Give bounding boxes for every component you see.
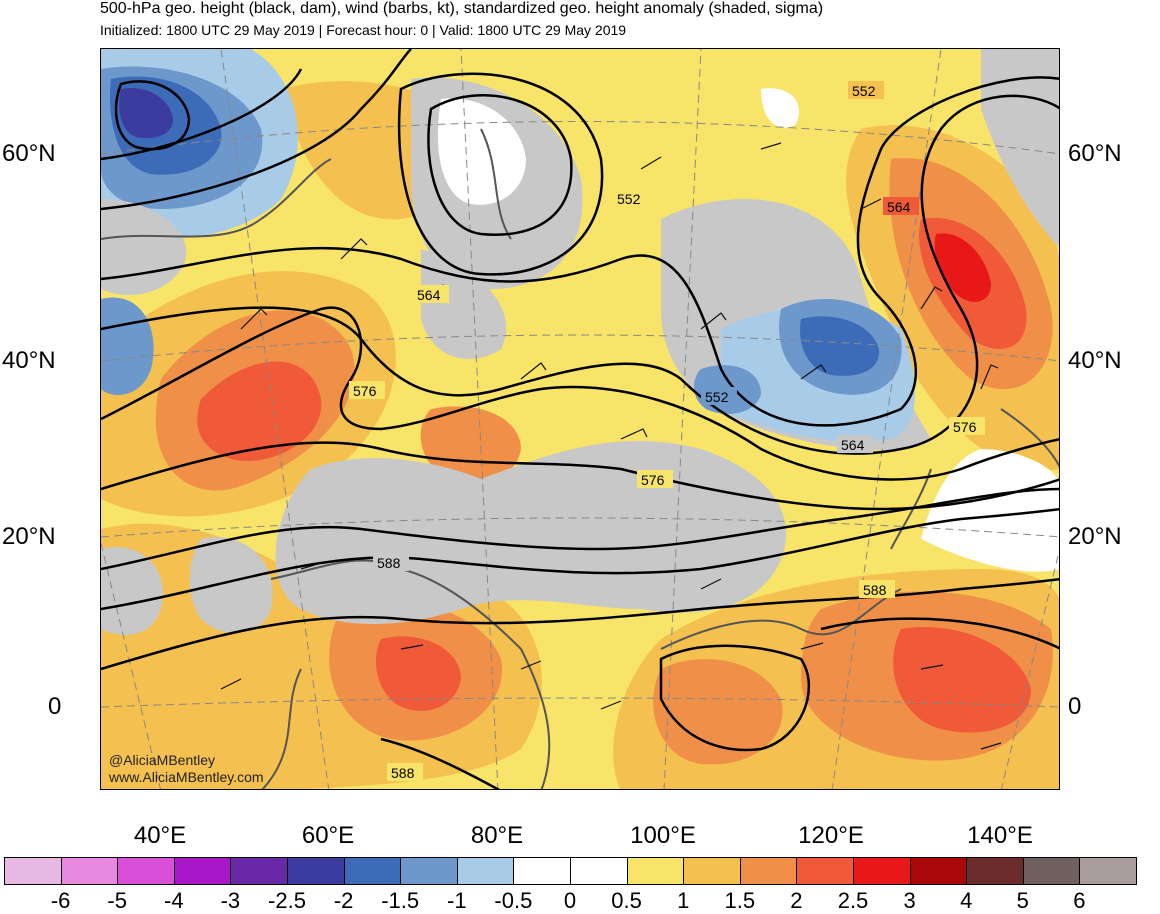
lat-label-right: 0 xyxy=(1068,693,1082,720)
contour-label: 552 xyxy=(617,191,641,207)
colorbar-swatch xyxy=(796,857,854,885)
chart-subtitle: Initialized: 1800 UTC 29 May 2019 | Fore… xyxy=(100,22,627,38)
contour-label: 564 xyxy=(841,437,865,453)
lat-label-left: 40°N xyxy=(2,347,56,374)
colorbar-label: 0.5 xyxy=(611,888,642,913)
colorbar-swatch xyxy=(456,857,515,885)
contour-label: 576 xyxy=(953,419,977,435)
contour-label: 564 xyxy=(417,287,441,303)
contour-label: 588 xyxy=(391,765,415,781)
colorbar-label: 6 xyxy=(1073,888,1086,913)
colorbar-swatch xyxy=(513,857,571,885)
map-canvas: 552 552 552 564 564 564 576 576 576 588 … xyxy=(101,49,1059,789)
colorbar-swatch xyxy=(60,857,119,885)
contour-label: 552 xyxy=(852,83,876,99)
height-contours xyxy=(101,49,1059,789)
contour-label: 564 xyxy=(887,199,911,215)
colorbar-swatch xyxy=(626,857,685,885)
lat-label-left: 20°N xyxy=(2,523,56,550)
colorbar-swatch xyxy=(343,857,402,885)
colorbar-swatch xyxy=(117,857,175,885)
lon-label: 120°E xyxy=(798,822,864,849)
colorbar-label: -2.5 xyxy=(268,888,306,913)
colorbar-swatch xyxy=(400,857,458,885)
lat-label-right: 20°N xyxy=(1068,523,1122,550)
contour-label: 576 xyxy=(641,472,665,488)
lon-label: 60°E xyxy=(301,822,355,849)
colorbar-swatch xyxy=(1079,857,1137,885)
colorbar-swatch xyxy=(4,857,62,885)
weather-map: 552 552 552 564 564 564 576 576 576 588 … xyxy=(100,48,1060,790)
colorbar-label: -6 xyxy=(50,888,71,913)
colorbar-label: 1 xyxy=(677,888,690,913)
coastlines xyxy=(101,128,1059,789)
colorbar-swatch xyxy=(909,857,968,885)
colorbar-label: 3 xyxy=(903,888,916,913)
negative-anomaly-shading xyxy=(101,49,1059,635)
colorbar-label: -5 xyxy=(107,888,127,913)
colorbar-swatch xyxy=(683,857,741,885)
colorbar-label: 2.5 xyxy=(837,888,869,913)
lat-label-left: 0 xyxy=(48,693,62,720)
contour-label: 576 xyxy=(353,383,377,399)
colorbar-label: 2 xyxy=(790,888,803,913)
colorbar-label: -4 xyxy=(164,888,184,913)
colorbar-label: -0.5 xyxy=(494,888,533,913)
lon-label: 80°E xyxy=(470,822,524,849)
colorbar-label: -2 xyxy=(333,888,354,913)
lon-label: 40°E xyxy=(133,822,187,849)
credit-website: www.AliciaMBentley.com xyxy=(109,769,264,785)
lat-label-right: 40°N xyxy=(1068,347,1122,374)
colorbar-label: 1.5 xyxy=(724,888,756,913)
colorbar-label: 4 xyxy=(960,888,973,913)
colorbar-label: -1 xyxy=(447,888,467,913)
colorbar-swatch xyxy=(739,857,798,885)
contour-label: 588 xyxy=(377,555,401,571)
colorbar-label: 5 xyxy=(1016,888,1029,913)
colorbar-label: -1.5 xyxy=(381,888,420,913)
colorbar-swatch xyxy=(966,857,1024,885)
contour-labels: 552 552 552 564 564 564 576 576 576 588 … xyxy=(349,81,985,781)
lat-label-right: 60°N xyxy=(1068,140,1122,167)
colorbar-label: -3 xyxy=(220,888,241,913)
credit-handle: @AliciaMBentley xyxy=(109,752,216,768)
lon-label: 100°E xyxy=(630,822,696,849)
contour-label: 588 xyxy=(863,582,887,598)
anomaly-colorbar xyxy=(4,857,1137,885)
colorbar-swatch xyxy=(286,857,345,885)
colorbar-swatch xyxy=(569,857,628,885)
chart-title: 500-hPa geo. height (black, dam), wind (… xyxy=(100,0,824,17)
colorbar-label: 0 xyxy=(563,888,577,913)
colorbar-swatch xyxy=(1022,857,1081,885)
colorbar-swatch xyxy=(230,857,288,885)
lat-label-left: 60°N xyxy=(2,140,56,167)
colorbar-swatch xyxy=(852,857,911,885)
colorbar-swatch xyxy=(173,857,232,885)
lon-label: 140°E xyxy=(967,822,1033,849)
contour-label: 552 xyxy=(705,389,729,405)
